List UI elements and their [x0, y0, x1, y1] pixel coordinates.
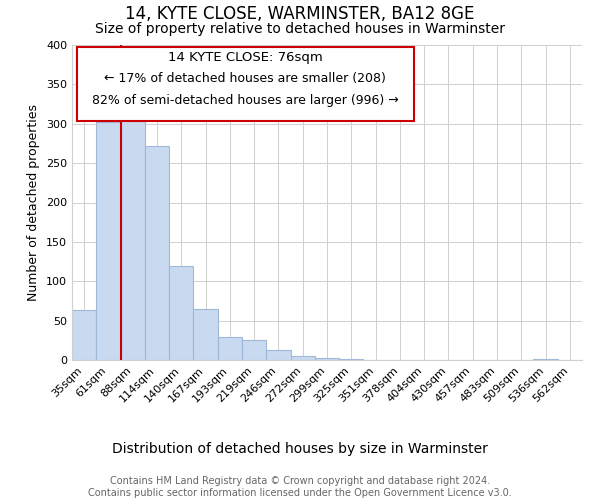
Text: 82% of semi-detached houses are larger (996) →: 82% of semi-detached houses are larger (…: [92, 94, 399, 106]
Text: Contains HM Land Registry data © Crown copyright and database right 2024.: Contains HM Land Registry data © Crown c…: [110, 476, 490, 486]
Bar: [290, 356, 315, 360]
Bar: [121, 100, 145, 360]
Bar: [72, 310, 96, 360]
Bar: [218, 337, 242, 360]
Text: Distribution of detached houses by size in Warminster: Distribution of detached houses by size …: [112, 442, 488, 456]
Bar: [533, 359, 558, 360]
Text: ← 17% of detached houses are smaller (208): ← 17% of detached houses are smaller (20…: [104, 72, 386, 86]
Text: Contains public sector information licensed under the Open Government Licence v3: Contains public sector information licen…: [88, 488, 512, 498]
Bar: [96, 122, 121, 360]
Text: 14 KYTE CLOSE: 76sqm: 14 KYTE CLOSE: 76sqm: [168, 52, 323, 64]
FancyBboxPatch shape: [77, 46, 414, 120]
Bar: [242, 340, 266, 360]
Bar: [339, 359, 364, 360]
Bar: [193, 309, 218, 360]
Text: Size of property relative to detached houses in Warminster: Size of property relative to detached ho…: [95, 22, 505, 36]
Text: 14, KYTE CLOSE, WARMINSTER, BA12 8GE: 14, KYTE CLOSE, WARMINSTER, BA12 8GE: [125, 5, 475, 23]
Bar: [315, 358, 339, 360]
Y-axis label: Number of detached properties: Number of detached properties: [28, 104, 40, 301]
Bar: [266, 350, 290, 360]
Bar: [145, 146, 169, 360]
Bar: [169, 266, 193, 360]
